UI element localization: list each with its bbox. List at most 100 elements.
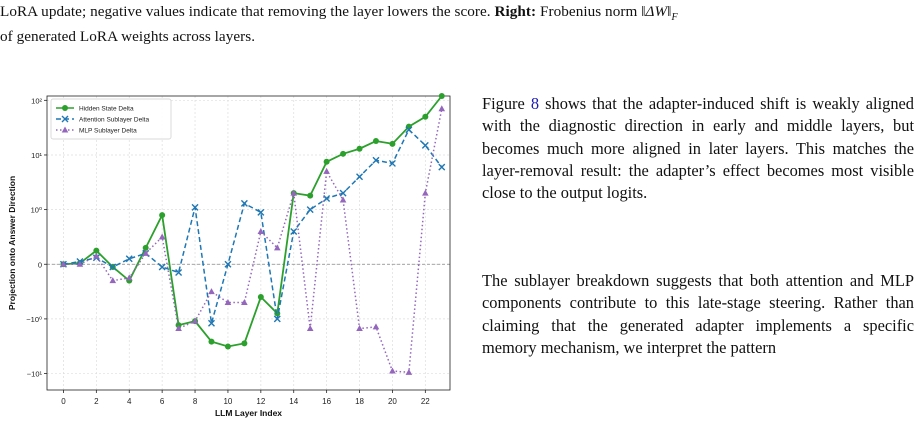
y-tick-label: 10² — [31, 96, 42, 105]
data-point — [388, 159, 396, 167]
data-point — [356, 145, 363, 152]
data-point — [175, 268, 183, 276]
data-point — [323, 167, 330, 174]
data-point — [339, 189, 347, 197]
data-point — [422, 113, 429, 120]
para1-rest: shows that the adapter-induced shift is … — [482, 94, 914, 203]
data-point — [142, 244, 149, 251]
data-point — [438, 93, 445, 99]
body-paragraph-2: The sublayer breakdown suggests that bot… — [482, 270, 914, 359]
caption-right-label: Right: — [494, 3, 537, 20]
data-point — [191, 203, 199, 211]
data-point — [158, 233, 166, 240]
projection-chart: 0 2 4 6 8 10 12 14 16 18 20 22 10² 10¹ 10⁰ 0 −10⁰ −10¹ LLM… — [7, 93, 451, 418]
data-point — [93, 247, 100, 254]
data-point — [191, 317, 199, 324]
chart-legend: Hidden State Delta Attention Sublayer Del… — [50, 98, 172, 140]
chart-grid — [47, 96, 450, 390]
data-point — [273, 244, 281, 251]
data-point — [207, 319, 215, 327]
y-tick-label: −10¹ — [27, 370, 43, 379]
body-paragraph-1: Figure 8 shows that the adapter-induced … — [482, 93, 914, 204]
chart-axes: 0 2 4 6 8 10 12 14 16 18 20 22 10² 10¹ 10⁰ 0 −10⁰ −10¹ LLM… — [7, 95, 451, 418]
legend-marker — [61, 115, 69, 123]
data-point — [241, 299, 248, 306]
data-point — [76, 260, 84, 267]
data-point — [438, 105, 446, 112]
data-point — [307, 192, 314, 199]
data-point — [159, 212, 166, 219]
x-tick-label: 4 — [127, 397, 132, 406]
x-tick-label: 20 — [388, 397, 397, 406]
x-tick-label: 8 — [193, 397, 198, 406]
data-point — [421, 141, 429, 149]
legend-marker — [62, 105, 68, 111]
data-point — [372, 323, 380, 330]
data-point — [224, 343, 231, 350]
data-point — [356, 173, 364, 181]
series-attention — [59, 126, 446, 327]
caption-line-1-tail: Frobenius norm — [540, 3, 638, 20]
chart-series — [59, 93, 446, 375]
para1-prefix: Figure — [482, 94, 525, 113]
x-axis-label: LLM Layer Index — [215, 408, 282, 418]
x-tick-label: 14 — [289, 397, 298, 406]
data-point — [109, 263, 117, 271]
caption-line-1: LoRA update; negative values indicate th… — [0, 0, 921, 25]
legend-box — [50, 98, 172, 140]
data-point — [339, 196, 347, 203]
legend-label: Hidden State Delta — [79, 106, 134, 113]
data-point — [208, 338, 215, 345]
x-tick-label: 18 — [355, 397, 364, 406]
caption-line-1-text: LoRA update; negative values indicate th… — [0, 3, 491, 20]
x-tick-label: 12 — [256, 397, 265, 406]
series-line — [63, 128, 443, 324]
series-mlp — [60, 105, 446, 375]
data-point — [257, 294, 264, 301]
y-tick-label: 0 — [38, 260, 42, 269]
data-point — [405, 126, 413, 134]
y-tick-label: 10⁰ — [31, 206, 42, 215]
data-point — [60, 260, 67, 267]
data-point — [306, 206, 314, 214]
x-tick-label: 22 — [421, 397, 430, 406]
data-point — [372, 138, 379, 145]
para2-text: The sublayer breakdown suggests that bot… — [482, 271, 914, 357]
x-tick-label: 6 — [160, 397, 165, 406]
data-point — [109, 277, 117, 284]
data-point — [273, 315, 281, 323]
data-point — [257, 208, 265, 216]
data-point — [323, 158, 330, 165]
series-line — [63, 108, 443, 374]
x-tick-label: 2 — [94, 397, 99, 406]
figure-reference-link[interactable]: 8 — [530, 94, 540, 113]
y-tick-label: −10⁰ — [26, 315, 42, 324]
data-point — [158, 263, 166, 271]
data-point — [438, 163, 446, 171]
data-point — [125, 274, 133, 281]
data-point — [175, 325, 182, 332]
data-point — [208, 288, 215, 295]
data-point — [389, 140, 396, 147]
x-tick-label: 10 — [223, 397, 232, 406]
data-point — [340, 150, 347, 157]
y-tick-label: 10¹ — [31, 151, 42, 160]
data-point — [224, 260, 232, 268]
data-point — [142, 249, 149, 256]
data-point — [356, 325, 363, 332]
data-point — [224, 299, 232, 306]
x-tick-label: 0 — [61, 397, 66, 406]
data-point — [241, 340, 248, 347]
data-point — [290, 189, 298, 196]
data-point — [405, 368, 413, 375]
data-point — [422, 189, 429, 196]
data-point — [93, 252, 100, 259]
data-point — [290, 227, 298, 235]
data-point — [306, 325, 314, 332]
legend-label: Attention Sublayer Delta — [79, 117, 149, 124]
norm-symbol: ‖ΔW‖ — [641, 3, 672, 20]
data-point — [372, 156, 380, 164]
data-point — [125, 255, 133, 263]
data-point — [257, 227, 265, 234]
caption-line-2: of generated LoRA weights across layers. — [0, 28, 256, 45]
